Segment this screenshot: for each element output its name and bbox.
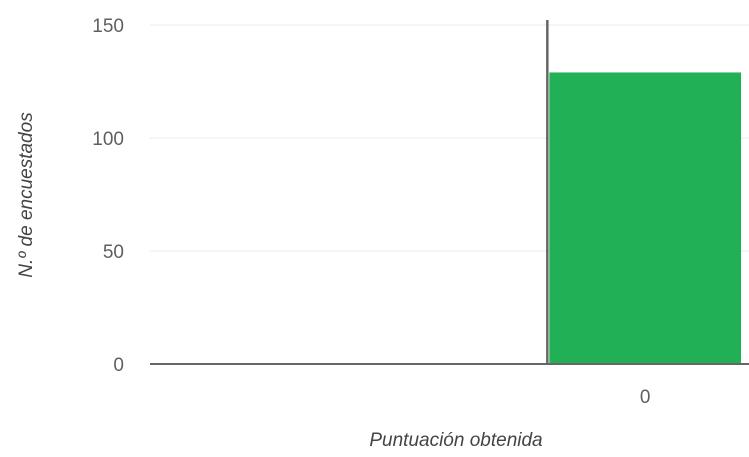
y-tick-label: 0 [113, 355, 124, 376]
y-tick-label: 100 [92, 129, 124, 150]
bars [549, 72, 742, 365]
axes [150, 20, 749, 365]
y-axis-title: N.º de encuestados [16, 112, 37, 278]
y-tick-label: 150 [92, 16, 124, 37]
y-tick-labels: 0 50 100 150 [92, 16, 124, 376]
bar [549, 72, 742, 365]
y-tick-label: 50 [103, 242, 124, 263]
x-axis-title: Puntuación obtenida [369, 430, 542, 451]
x-tick-labels: 0 [640, 387, 651, 408]
x-tick-label: 0 [640, 387, 651, 408]
